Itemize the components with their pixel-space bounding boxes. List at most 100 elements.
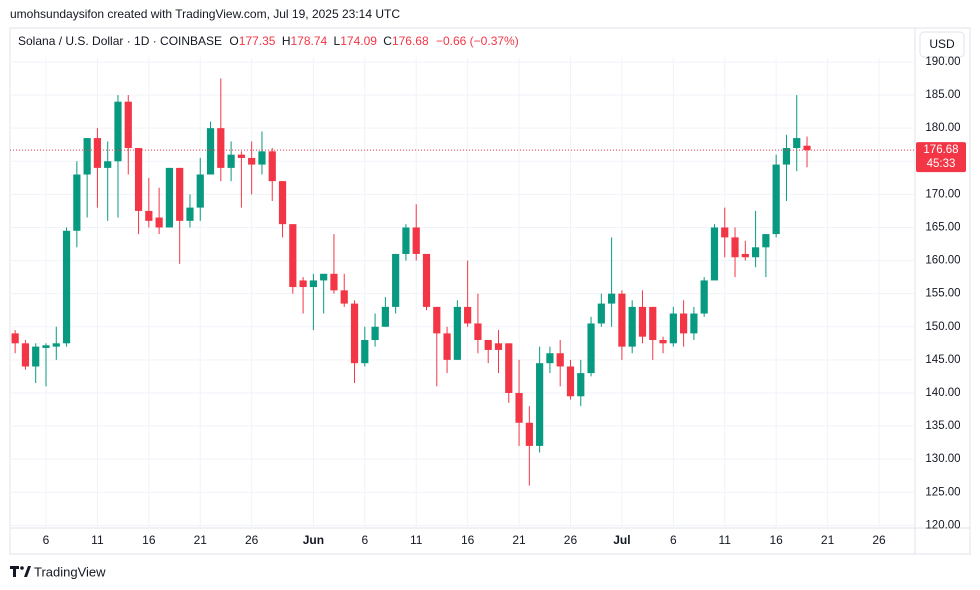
candle-body [751,247,760,258]
x-tick-label: 6 [361,533,368,547]
credit: umohsundaysifon created with TradingView… [10,7,400,21]
candle-body [114,101,122,162]
currency[interactable]: USD [929,37,955,51]
y-tick-label: 185.00 [925,89,960,101]
candle-body [803,145,811,151]
x-tick-label: 26 [872,533,886,547]
candle-body [309,280,317,288]
candle-body [484,340,492,350]
ohlc-value: 177.35 [239,34,276,48]
x-tick-label: Jul [613,533,630,547]
candle-body [104,161,112,168]
candle-body [196,174,204,208]
x-tick-label: 6 [670,533,677,547]
candle-body [710,227,719,281]
candle-body [52,343,60,347]
candle-body [217,128,225,168]
candle-body [361,340,369,364]
candle-body [556,353,564,367]
candle-body [515,392,523,423]
candle-body [83,138,91,175]
x-tick-label: 11 [719,533,732,547]
candle-body [793,138,801,149]
candle-body [340,290,348,304]
candle-body [93,138,102,168]
candle-body [782,148,791,165]
x-tick-label: 21 [512,533,526,547]
candle-body [721,227,729,238]
candle-body [124,101,132,149]
candle-body [134,148,143,211]
candle-body [680,313,688,334]
candle-body [608,293,616,304]
candle-body [186,207,194,221]
candle-body [268,151,276,182]
x-tick-label: 26 [564,533,578,547]
candle-body [155,217,163,228]
candle-body [176,167,184,221]
ohlc-value: 176.68 [392,34,429,48]
currency-button[interactable] [919,31,965,58]
y-tick-label: 165.00 [925,221,960,233]
candle-body [248,157,256,165]
candle-body [628,306,636,347]
price-tag-value: 176.68 [923,144,958,156]
x-tick-label: 16 [769,533,783,547]
candle-body [227,154,235,168]
ohlc-key: H [282,34,291,48]
header: Solana / U.S. Dollar · 1D · COINBASE O17… [18,34,519,48]
candle-body [536,363,544,446]
x-tick-label: 16 [461,533,475,547]
candle-body [73,174,81,231]
x-tick-label: 21 [194,533,208,547]
candle-body [453,306,461,360]
candle-body [525,422,533,446]
y-tick-label: 130.00 [925,453,960,465]
candle-body [392,253,400,307]
candle-body [350,303,359,364]
ohlc-key: L [334,34,341,48]
y-tick-label: 180.00 [925,122,960,134]
x-tick-label: 16 [142,533,156,547]
candle-body [145,210,153,221]
candle-body [299,280,307,288]
ohlc-value: 174.09 [340,34,377,48]
candle-body [659,340,667,344]
candle-body [546,353,554,364]
candle-body [289,224,297,288]
x-tick-label: 6 [43,533,50,547]
x-tick-label: 11 [91,533,104,547]
candle-body [577,373,585,397]
candle-body [443,333,451,360]
candle-body [772,164,780,235]
candle-body [402,227,410,254]
ohlc-key: O [229,34,238,48]
candle-body [206,128,215,175]
candle-body [741,253,749,258]
candles [10,78,915,486]
candle-body [320,273,328,281]
y-tick-label: 170.00 [925,188,960,200]
y-tick-label: 155.00 [925,288,960,300]
y-tick-label: 190.00 [925,56,960,68]
candle-body [638,306,647,337]
candle-body [330,273,338,291]
candle-body [494,343,503,350]
candle-body [258,151,266,165]
candle-body [649,306,657,340]
candle-body [21,343,30,367]
candle-body [381,306,389,327]
candle-body [237,154,245,158]
candle-body [669,313,677,344]
candle-body [412,227,420,254]
candle-body [42,345,50,348]
chart-title: Solana / U.S. Dollar · 1D · COINBASE [18,34,222,48]
candle-body [371,326,379,340]
price-tag [916,142,966,173]
x-tick-label: 21 [821,533,835,547]
candle-body [618,293,626,347]
brand-logo [10,566,31,577]
candle-body [597,303,605,324]
candle-body [690,313,698,334]
